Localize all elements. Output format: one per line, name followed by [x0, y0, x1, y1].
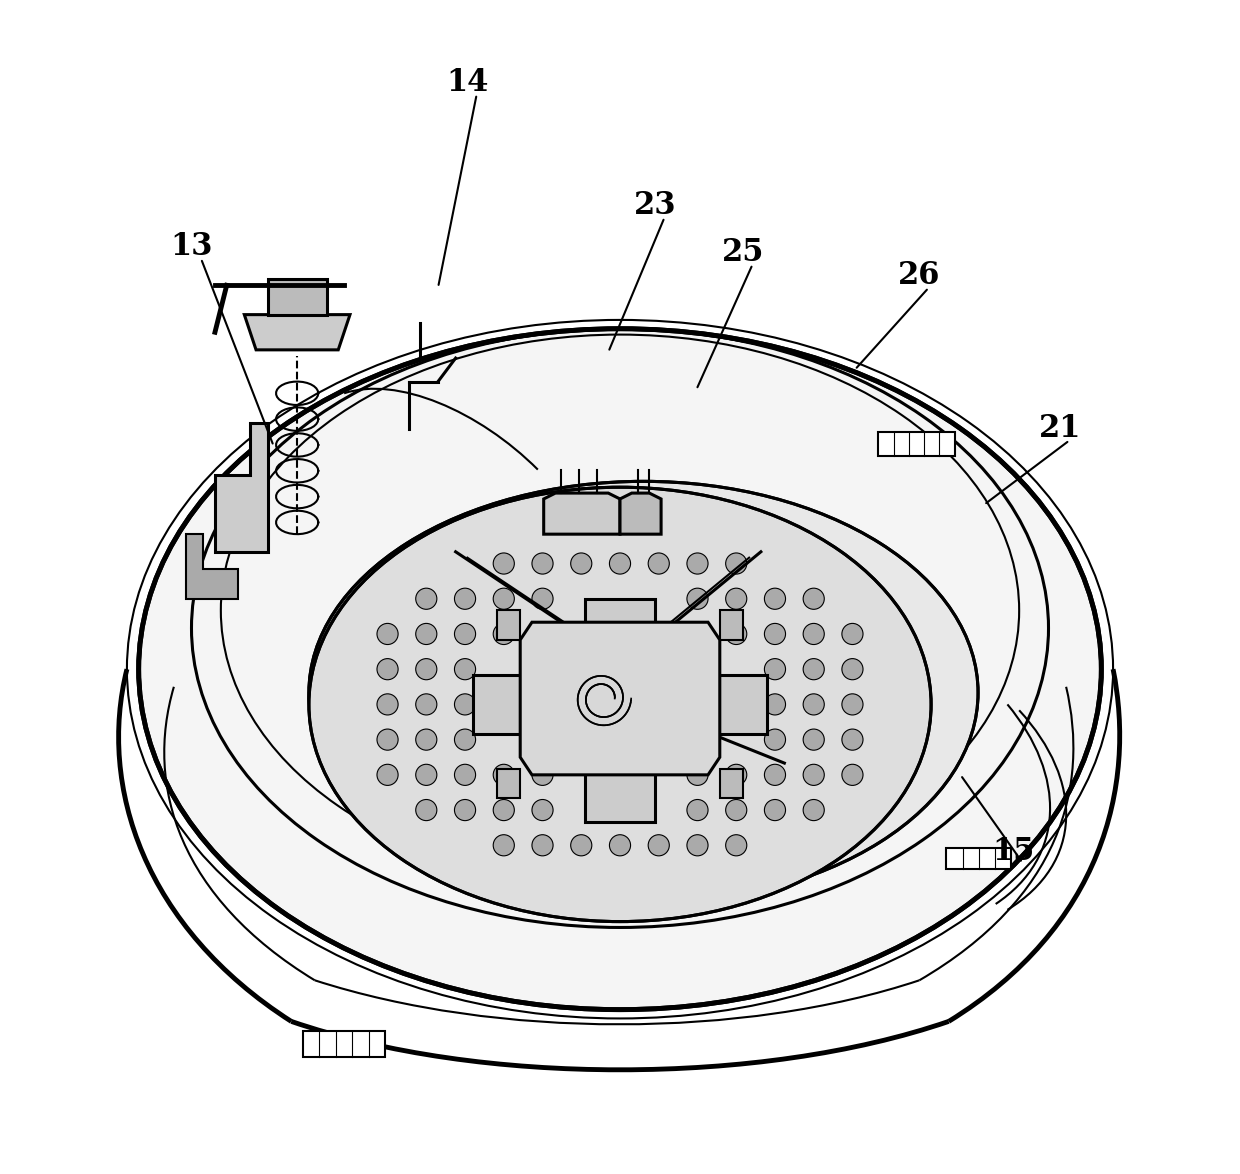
- Polygon shape: [244, 315, 350, 350]
- Text: 23: 23: [634, 190, 677, 221]
- Text: 26: 26: [898, 261, 941, 291]
- Circle shape: [415, 588, 436, 609]
- Polygon shape: [186, 534, 238, 599]
- Ellipse shape: [139, 329, 1101, 1010]
- Circle shape: [494, 764, 515, 785]
- Polygon shape: [946, 848, 1011, 869]
- Circle shape: [415, 729, 436, 750]
- Circle shape: [609, 553, 631, 574]
- Polygon shape: [497, 769, 521, 798]
- Circle shape: [377, 694, 398, 715]
- Circle shape: [377, 764, 398, 785]
- Circle shape: [494, 588, 515, 609]
- Polygon shape: [268, 279, 326, 315]
- Circle shape: [687, 835, 708, 856]
- Polygon shape: [543, 493, 620, 534]
- Circle shape: [455, 623, 476, 645]
- Circle shape: [377, 659, 398, 680]
- Circle shape: [532, 588, 553, 609]
- Circle shape: [494, 835, 515, 856]
- Circle shape: [570, 553, 591, 574]
- Circle shape: [804, 799, 825, 821]
- Circle shape: [725, 799, 746, 821]
- Circle shape: [804, 623, 825, 645]
- Circle shape: [532, 799, 553, 821]
- Circle shape: [804, 764, 825, 785]
- Circle shape: [764, 623, 785, 645]
- Circle shape: [415, 659, 436, 680]
- Circle shape: [570, 835, 591, 856]
- Circle shape: [455, 729, 476, 750]
- Text: 13: 13: [170, 231, 213, 262]
- Ellipse shape: [309, 481, 978, 904]
- Circle shape: [649, 553, 670, 574]
- Circle shape: [725, 623, 746, 645]
- Text: 25: 25: [722, 237, 764, 268]
- Circle shape: [532, 623, 553, 645]
- Circle shape: [725, 553, 746, 574]
- Text: 21: 21: [1039, 413, 1081, 444]
- Text: 15: 15: [992, 836, 1034, 866]
- Polygon shape: [878, 432, 955, 456]
- Circle shape: [804, 729, 825, 750]
- Circle shape: [532, 764, 553, 785]
- Circle shape: [804, 659, 825, 680]
- Polygon shape: [620, 493, 661, 534]
- Circle shape: [455, 694, 476, 715]
- Circle shape: [764, 799, 785, 821]
- Circle shape: [687, 764, 708, 785]
- Polygon shape: [474, 675, 766, 734]
- Circle shape: [687, 799, 708, 821]
- Circle shape: [377, 623, 398, 645]
- Circle shape: [842, 694, 863, 715]
- Circle shape: [764, 588, 785, 609]
- Circle shape: [764, 694, 785, 715]
- Circle shape: [764, 764, 785, 785]
- Circle shape: [687, 623, 708, 645]
- Circle shape: [532, 553, 553, 574]
- Circle shape: [415, 799, 436, 821]
- Circle shape: [494, 553, 515, 574]
- Circle shape: [804, 694, 825, 715]
- Circle shape: [764, 729, 785, 750]
- Circle shape: [455, 588, 476, 609]
- Polygon shape: [585, 599, 655, 822]
- Polygon shape: [719, 610, 743, 640]
- Circle shape: [804, 588, 825, 609]
- Polygon shape: [521, 622, 719, 775]
- Circle shape: [764, 659, 785, 680]
- Text: 14: 14: [446, 67, 489, 97]
- Polygon shape: [497, 610, 521, 640]
- Circle shape: [725, 588, 746, 609]
- Circle shape: [455, 659, 476, 680]
- Polygon shape: [719, 769, 743, 798]
- Circle shape: [532, 835, 553, 856]
- Polygon shape: [303, 1031, 386, 1057]
- Circle shape: [725, 835, 746, 856]
- Circle shape: [649, 835, 670, 856]
- Circle shape: [455, 799, 476, 821]
- Circle shape: [415, 623, 436, 645]
- Ellipse shape: [309, 487, 931, 922]
- Circle shape: [415, 764, 436, 785]
- Circle shape: [415, 694, 436, 715]
- Circle shape: [842, 623, 863, 645]
- Circle shape: [494, 623, 515, 645]
- Circle shape: [725, 764, 746, 785]
- Circle shape: [687, 588, 708, 609]
- Polygon shape: [215, 423, 268, 552]
- Circle shape: [494, 799, 515, 821]
- Circle shape: [842, 764, 863, 785]
- Circle shape: [687, 553, 708, 574]
- Circle shape: [842, 729, 863, 750]
- Circle shape: [842, 659, 863, 680]
- Circle shape: [609, 835, 631, 856]
- Circle shape: [377, 729, 398, 750]
- Circle shape: [455, 764, 476, 785]
